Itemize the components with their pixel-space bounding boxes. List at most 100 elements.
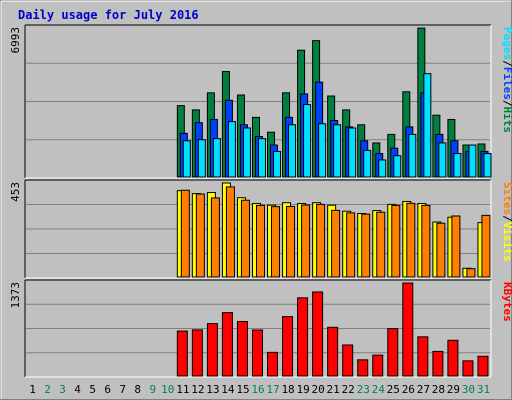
bar-pages-day-31	[483, 153, 492, 178]
bar-kbytes-day-12	[191, 329, 203, 377]
legend-hits: Hits	[501, 107, 512, 134]
legend-pages: Pages	[501, 27, 512, 60]
bar-kbytes-day-31	[477, 355, 489, 377]
hits-panel: 6993 Pages/Files/Hits	[9, 24, 512, 179]
x-tick-label: 9	[149, 383, 156, 396]
x-tick-label: 11	[176, 383, 189, 396]
bar-pages-day-22	[348, 127, 357, 178]
x-tick-label: 5	[89, 383, 96, 396]
bar-pages-day-17	[273, 150, 282, 178]
bar-sites-day-11	[180, 189, 190, 278]
bar-sites-day-16	[255, 204, 265, 278]
bar-kbytes-day-14	[221, 312, 233, 377]
legend-visits: Visits	[501, 222, 512, 262]
bar-kbytes-day-13	[206, 323, 218, 377]
x-tick-label: 25	[387, 383, 400, 396]
x-tick-label: 14	[221, 383, 235, 396]
bar-kbytes-day-23	[357, 359, 369, 377]
bar-pages-day-26	[408, 133, 417, 178]
bar-sites-day-28	[436, 222, 446, 278]
bar-kbytes-day-21	[327, 326, 339, 377]
bar-sites-day-23	[361, 213, 371, 278]
x-tick-label: 29	[447, 383, 460, 396]
bar-pages-day-29	[453, 153, 462, 178]
x-tick-label: 3	[59, 383, 66, 396]
kbytes-ymax-label: 1373	[9, 282, 22, 309]
hits-ymax-label: 6993	[9, 27, 22, 54]
bar-sites-day-17	[271, 206, 281, 278]
bar-sites-day-31	[481, 214, 491, 278]
bar-pages-day-27	[423, 73, 432, 178]
bar-pages-day-11	[182, 140, 191, 178]
bar-sites-day-21	[331, 209, 341, 278]
x-tick-label: 1	[29, 383, 36, 396]
bar-pages-day-14	[227, 121, 236, 178]
x-tick-label: 28	[432, 383, 445, 396]
bar-pages-day-13	[212, 138, 221, 178]
kbytes-panel: 1373 KBytes	[9, 279, 512, 378]
bar-kbytes-day-29	[447, 339, 459, 377]
bar-kbytes-day-19	[297, 297, 309, 377]
x-tick-label: 10	[161, 383, 174, 396]
bar-kbytes-day-20	[312, 291, 324, 377]
bar-pages-day-24	[378, 159, 387, 178]
bar-sites-day-15	[240, 199, 250, 278]
bar-kbytes-day-26	[402, 282, 414, 377]
bar-pages-day-28	[438, 142, 447, 178]
chart-title: Daily usage for July 2016	[18, 8, 199, 22]
bar-pages-day-30	[468, 144, 477, 178]
bar-pages-day-23	[363, 149, 372, 178]
bar-sites-day-24	[376, 211, 386, 278]
bar-sites-day-29	[451, 215, 461, 278]
bar-sites-day-25	[391, 204, 401, 278]
bar-kbytes-day-28	[432, 350, 444, 377]
bar-kbytes-day-25	[387, 328, 399, 377]
bar-kbytes-day-24	[372, 354, 384, 377]
visits-ymax-label: 453	[9, 182, 22, 202]
bar-kbytes-day-16	[251, 329, 263, 377]
visits-panel: 453 Sites/Visits	[9, 179, 512, 279]
x-tick-label: 15	[236, 383, 249, 396]
x-tick-label: 17	[266, 383, 279, 396]
x-tick-label: 19	[296, 383, 309, 396]
legend-files: Files	[501, 67, 512, 100]
bar-kbytes-day-30	[462, 360, 474, 377]
x-tick-label: 18	[281, 383, 294, 396]
bar-sites-day-26	[406, 202, 416, 278]
bar-kbytes-day-18	[282, 316, 294, 377]
bar-pages-day-12	[197, 139, 206, 178]
x-tick-label: 6	[104, 383, 111, 396]
bar-sites-day-18	[286, 205, 296, 278]
bar-kbytes-day-11	[176, 330, 188, 377]
bar-pages-day-20	[318, 123, 327, 178]
bar-kbytes-day-17	[267, 351, 279, 377]
x-tick-label: 21	[327, 383, 340, 396]
bar-sites-day-30	[466, 268, 476, 278]
x-tick-label: 7	[119, 383, 126, 396]
x-tick-label: 2	[44, 383, 51, 396]
x-tick-label: 4	[74, 383, 81, 396]
x-tick-label: 27	[417, 383, 430, 396]
bar-sites-day-13	[210, 197, 220, 278]
bar-sites-day-22	[346, 212, 356, 278]
x-tick-label: 23	[357, 383, 370, 396]
x-tick-label: 26	[402, 383, 415, 396]
bar-pages-day-21	[333, 124, 342, 178]
hits-legend: Pages/Files/Hits	[501, 27, 512, 133]
x-tick-label: 30	[462, 383, 475, 396]
kbytes-legend: KBytes	[501, 282, 512, 322]
x-tick-label: 31	[477, 383, 490, 396]
x-tick-label: 12	[191, 383, 204, 396]
visits-legend: Sites/Visits	[501, 182, 512, 262]
legend-sites: Sites	[501, 182, 512, 215]
x-tick-label: 22	[342, 383, 355, 396]
bar-kbytes-day-15	[236, 320, 248, 377]
bar-sites-day-20	[316, 203, 326, 278]
bar-pages-day-15	[242, 127, 251, 178]
bar-sites-day-19	[301, 204, 311, 278]
x-tick-label: 13	[206, 383, 219, 396]
x-tick-label: 24	[372, 383, 386, 396]
bar-sites-day-27	[421, 204, 431, 278]
bar-kbytes-day-27	[417, 336, 429, 377]
